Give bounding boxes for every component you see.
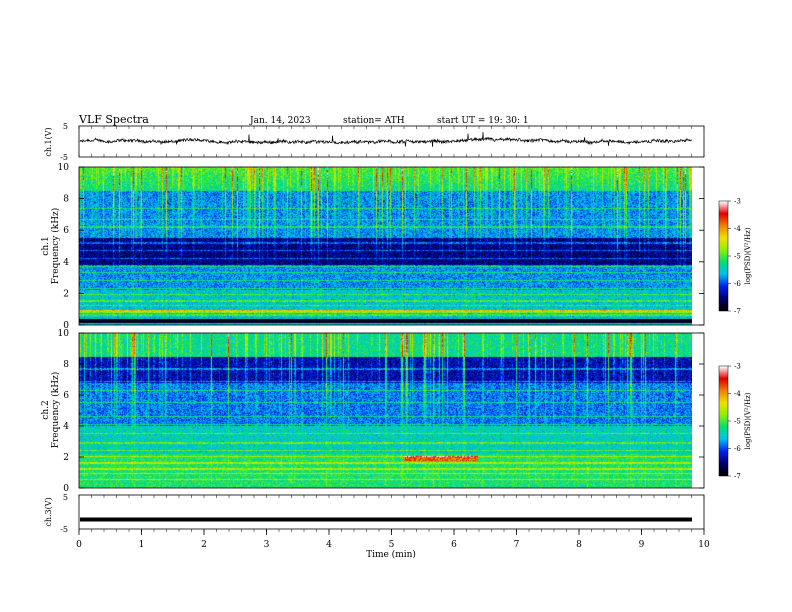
header-start-ut: start UT = 19: 30: 1 [437,116,529,126]
y-tick-label: 10 [58,163,70,173]
ch1-spec-ylabel-name: ch.1 [41,236,51,255]
x-tick-label: 9 [639,540,645,550]
y-tick-label: 4 [63,422,69,432]
ch2-colorbar: -3 -4 -5 -6 -7 log(PSD)(V²/Hz) [718,363,752,481]
colorbar-tick-label: -4 [734,390,741,398]
x-tick-label: 5 [389,540,395,550]
y-tick-label: 8 [63,360,69,370]
ch2-colorbar-image [719,366,728,476]
colorbar-tick-label: -7 [734,308,741,316]
y-tick-label: 6 [63,391,69,401]
x-tick-label: 10 [698,540,710,550]
ch2-spectrogram-image [79,333,692,488]
ch3-panel: 5 -5 ch.3(V) [44,493,705,534]
ch1-colorbar-image [719,201,728,311]
y-tick-label: 10 [58,329,70,339]
header-station: station= ATH [343,116,405,126]
x-tick-label: 8 [576,540,582,550]
ch1-colorbar-ticks: -3 -4 -5 -6 -7 [728,198,741,316]
time-axis-label: Time (min) [366,549,416,560]
ch2-colorbar-label: log(PSD)(V²/Hz) [744,392,752,449]
x-tick-label: 3 [264,540,270,550]
colorbar-tick-label: -6 [734,280,741,288]
colorbar-tick-label: -6 [734,445,741,453]
y-tick-label: 2 [63,453,69,463]
ch1-ytick-bottom: -5 [60,153,68,162]
ch1-spec-yticks: 10 8 6 4 2 0 [58,163,704,331]
ch1-spec-frame [78,166,705,326]
figure-title: VLF Spectra [78,113,149,126]
ch1-colorbar-label: log(PSD)(V²/Hz) [744,227,752,284]
ch3-ylabel: ch.3(V) [44,497,53,526]
y-tick-label: 8 [63,195,69,205]
x-tick-label: 2 [201,540,207,550]
ch2-spec-ylabel-name: ch.2 [41,400,51,419]
y-tick-label: 4 [63,258,69,268]
y-tick-label: 6 [63,226,69,236]
y-tick-label: 2 [63,289,69,299]
ch3-ytick-bottom: -5 [60,525,68,534]
colorbar-tick-label: -7 [734,473,741,481]
colorbar-tick-label: -4 [734,225,741,233]
ch1-ylabel: ch.1(V) [44,127,53,156]
colorbar-tick-label: -5 [734,253,741,261]
x-tick-label: 6 [451,540,457,550]
x-tick-label: 0 [76,540,82,550]
colorbar-tick-label: -3 [734,363,741,371]
ch1-ytick-top: 5 [63,122,68,131]
ch2-spec-ylabel-unit: Frequency (kHz) [50,372,61,449]
x-tick-label: 7 [514,540,520,550]
ch3-frame [78,494,705,530]
ch1-trace [79,131,693,147]
y-tick-label: 0 [63,321,69,331]
header-date: Jan. 14, 2023 [249,116,311,126]
ch1-panel: 5 -5 ch.1(V) [44,122,705,162]
colorbar-tick-label: -5 [734,418,741,426]
y-tick-label: 0 [63,484,69,494]
ch2-spec-yticks: 10 8 6 4 2 0 [58,329,704,494]
ch1-spectrogram-panel: 10 8 6 4 2 0 ch.1 Frequency (kHz) [41,163,705,331]
ch1-spectrogram-image [79,167,692,325]
x-tick-label: 4 [326,540,332,550]
ch1-colorbar: -3 -4 -5 -6 -7 log(PSD)(V²/Hz) [718,198,752,316]
ch2-colorbar-ticks: -3 -4 -5 -6 -7 [728,363,741,481]
colorbar-tick-label: -3 [734,198,741,206]
x-tick-label: 1 [139,540,145,550]
ch2-spectrogram-panel: 10 8 6 4 2 0 ch.2 Frequency (kHz) [41,329,705,494]
ch3-ytick-top: 5 [63,493,68,502]
ch2-spec-frame [78,332,705,489]
time-axis: 0 1 2 3 4 5 6 7 8 9 10 [76,126,710,550]
ch1-trace-line [79,131,693,147]
ch1-spec-ylabel-unit: Frequency (kHz) [50,208,61,285]
